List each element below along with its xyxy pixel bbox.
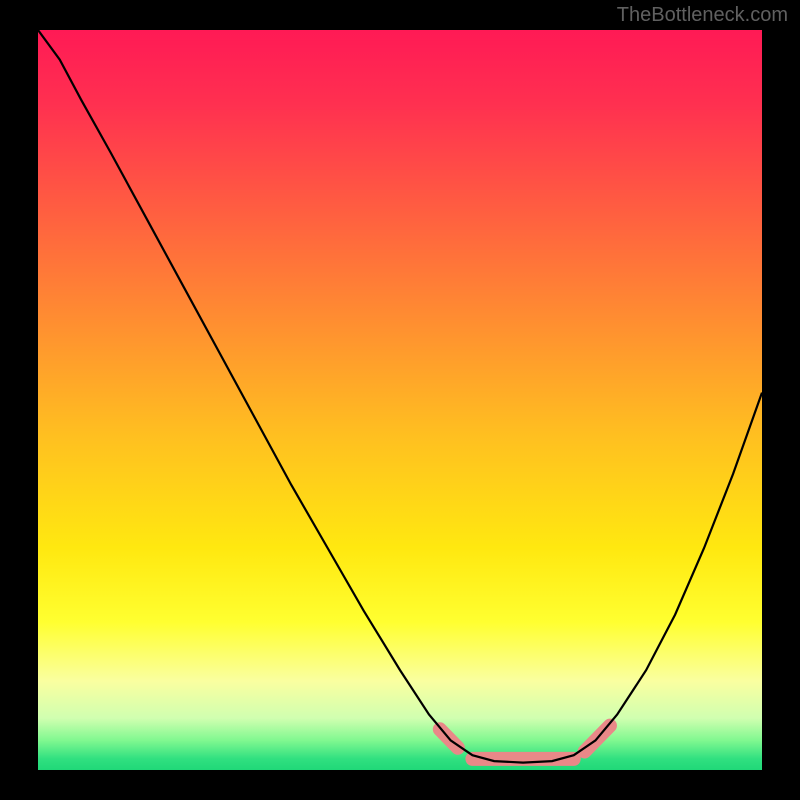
bottleneck-chart	[38, 30, 762, 770]
plot-area	[38, 30, 762, 770]
chart-background	[38, 30, 762, 770]
watermark-text: TheBottleneck.com	[617, 4, 788, 27]
